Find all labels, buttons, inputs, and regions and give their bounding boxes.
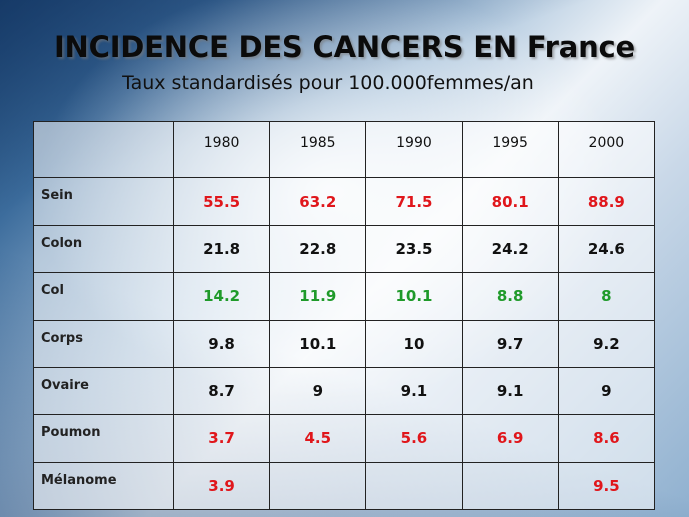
value-cell: 9.1 (365, 366, 463, 416)
value-cell: 8.8 (461, 272, 559, 321)
value-cell: 71.5 (365, 177, 463, 226)
row-label-cell: Sein (33, 177, 174, 226)
value-cell: 5.6 (365, 414, 463, 463)
value-cell: 3.7 (172, 414, 271, 463)
value-cell: 10 (365, 319, 463, 368)
value-cell: 3.9 (172, 461, 271, 511)
value-cell: 9 (269, 366, 367, 416)
value-cell (461, 461, 559, 511)
table-header-row: 1980 1985 1990 1995 2000 (33, 120, 656, 179)
table-row: Poumon 3.7 4.5 5.6 6.9 8.6 (33, 414, 656, 463)
value-cell: 8 (557, 272, 656, 321)
value-cell: 9.2 (557, 319, 656, 368)
value-cell (365, 461, 463, 511)
table-row: Ovaire 8.7 9 9.1 9.1 9 (33, 366, 656, 416)
value-cell: 6.9 (461, 414, 559, 463)
value-cell: 14.2 (172, 272, 271, 321)
year-header-cell: 1990 (365, 120, 463, 179)
value-cell: 9.1 (461, 366, 559, 416)
value-cell: 9.7 (461, 319, 559, 368)
value-cell: 10.1 (365, 272, 463, 321)
value-cell: 23.5 (365, 224, 463, 274)
row-label-cell: Mélanome (33, 461, 174, 511)
value-cell: 4.5 (269, 414, 367, 463)
row-label-cell: Poumon (33, 414, 174, 463)
slide-title: INCIDENCE DES CANCERS EN France (53, 30, 636, 64)
table-row: Corps 9.8 10.1 10 9.7 9.2 (33, 319, 656, 368)
value-cell: 22.8 (269, 224, 367, 274)
value-cell: 10.1 (269, 319, 367, 368)
value-cell (269, 461, 367, 511)
value-cell: 8.7 (172, 366, 271, 416)
year-header-cell: 1980 (172, 120, 271, 179)
table-row: Col 14.2 11.9 10.1 8.8 8 (33, 272, 656, 321)
value-cell: 11.9 (269, 272, 367, 321)
header-corner-cell (33, 120, 174, 179)
slide-subtitle: Taux standardisés pour 100.000femmes/an (122, 72, 534, 94)
table-row: Colon 21.8 22.8 23.5 24.2 24.6 (33, 224, 656, 274)
value-cell: 63.2 (269, 177, 367, 226)
year-header-cell: 2000 (557, 120, 656, 179)
value-cell: 55.5 (172, 177, 271, 226)
incidence-table: 1980 1985 1990 1995 2000 Sein 55.5 63.2 … (33, 120, 656, 511)
row-label-cell: Ovaire (33, 366, 174, 416)
value-cell: 9 (557, 366, 656, 416)
table-row: Mélanome 3.9 9.5 (33, 461, 656, 511)
table-row: Sein 55.5 63.2 71.5 80.1 88.9 (33, 177, 656, 226)
value-cell: 80.1 (461, 177, 559, 226)
year-header-cell: 1995 (461, 120, 559, 179)
value-cell: 8.6 (557, 414, 656, 463)
row-label-cell: Col (33, 272, 174, 321)
value-cell: 9.5 (557, 461, 656, 511)
year-header-cell: 1985 (269, 120, 367, 179)
value-cell: 88.9 (557, 177, 656, 226)
value-cell: 9.8 (172, 319, 271, 368)
value-cell: 24.6 (557, 224, 656, 274)
value-cell: 24.2 (461, 224, 559, 274)
row-label-cell: Colon (33, 224, 174, 274)
value-cell: 21.8 (172, 224, 271, 274)
row-label-cell: Corps (33, 319, 174, 368)
